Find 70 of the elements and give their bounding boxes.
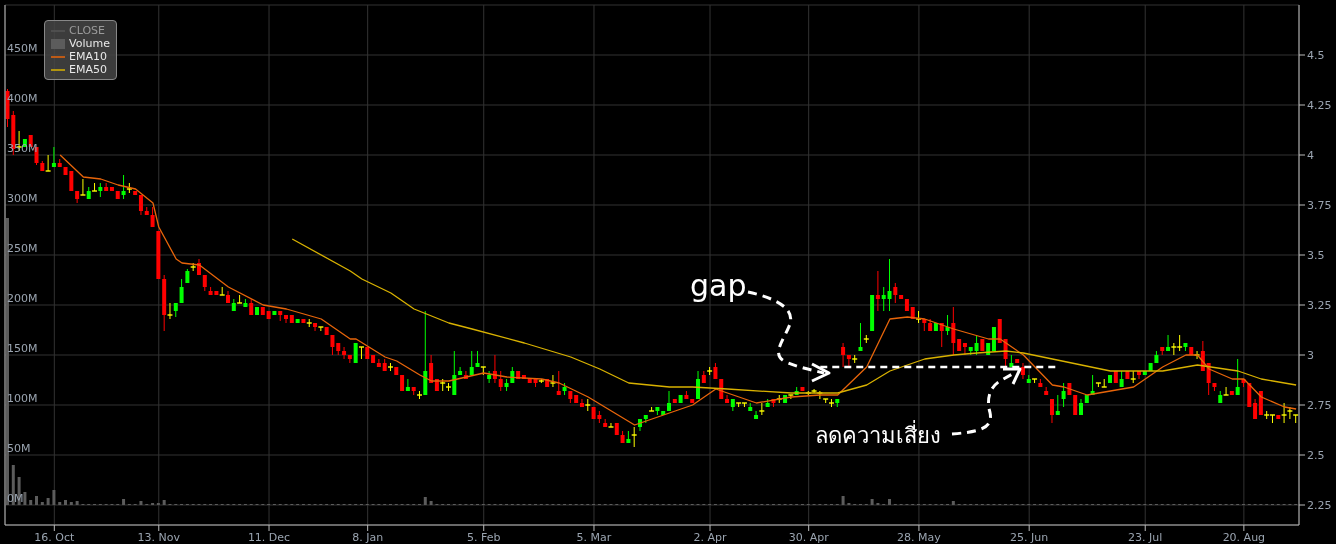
x-tick-label: 11. Dec — [247, 530, 291, 544]
candlestick — [974, 334, 979, 356]
legend-label: EMA50 — [69, 63, 107, 76]
y2-tick-label: 0M — [7, 492, 24, 505]
candlestick — [1049, 398, 1054, 424]
y-tick-label: 4 — [1307, 148, 1314, 162]
candlestick — [846, 354, 851, 368]
x-tick-label: 28. May — [897, 530, 942, 544]
candlestick — [875, 270, 880, 312]
y-tick-label: 2.5 — [1307, 448, 1325, 462]
x-tick-label: 13. Nov — [137, 530, 181, 544]
candlestick — [1020, 362, 1025, 380]
y-tick-label: 4.25 — [1307, 98, 1332, 112]
candlestick — [347, 354, 352, 364]
y2-tick-label: 150M — [7, 342, 38, 355]
candlestick — [313, 322, 318, 332]
y2-tick-label: 450M — [7, 42, 38, 55]
y2-tick-label: 250M — [7, 242, 38, 255]
legend-label: EMA10 — [69, 50, 107, 63]
y-tick-label: 2.25 — [1307, 498, 1332, 512]
y2-tick-label: 100M — [7, 392, 38, 405]
candlestick — [458, 366, 463, 376]
x-tick-label: 8. Jan — [352, 530, 384, 544]
candlestick — [754, 410, 759, 420]
x-tick-label: 23. Jul — [1128, 530, 1163, 544]
legend-label: CLOSE — [69, 24, 106, 37]
annotation: gap — [690, 268, 747, 304]
legend-label: Volume — [69, 37, 110, 50]
candlestick — [121, 174, 126, 200]
candlestick — [858, 322, 863, 352]
candlestick — [452, 350, 457, 396]
y2-tick-label: 200M — [7, 292, 38, 305]
x-tick-label: 20. Aug — [1222, 530, 1266, 544]
candlestick — [893, 282, 898, 304]
candlestick — [841, 342, 846, 368]
candlestick — [405, 378, 410, 392]
y-tick-label: 3.75 — [1307, 198, 1332, 212]
candlestick — [376, 358, 381, 368]
x-tick-label: 5. Mar — [576, 530, 612, 544]
candlestick — [579, 398, 584, 408]
x-tick-label: 30. Apr — [788, 530, 830, 544]
candlestick — [887, 258, 892, 312]
candlestick — [358, 346, 365, 360]
x-tick-label: 16. Oct — [34, 530, 76, 544]
candlestick — [284, 314, 289, 324]
candlestick — [951, 306, 956, 356]
candlestick — [725, 394, 730, 404]
candlestick — [138, 194, 143, 216]
candlestick — [104, 182, 109, 192]
candlestick — [342, 346, 347, 360]
y2-tick-label: 50M — [7, 442, 31, 455]
y-tick-label: 2.75 — [1307, 398, 1332, 412]
candlestick — [1061, 382, 1066, 408]
candlestick — [330, 334, 335, 356]
x-tick-label: 5. Feb — [466, 530, 501, 544]
y2-tick-label: 300M — [7, 192, 38, 205]
candlestick — [1166, 334, 1171, 352]
y-tick-label: 3.5 — [1307, 248, 1325, 262]
x-tick-label: 2. Apr — [693, 530, 728, 544]
y-tick-label: 4.5 — [1307, 48, 1325, 62]
candlestick — [881, 286, 886, 312]
y-tick-label: 3 — [1307, 348, 1314, 362]
x-tick-label: 25. Jun — [1010, 530, 1049, 544]
candlestick — [423, 310, 428, 396]
candlestick — [962, 342, 967, 356]
candlestick — [487, 370, 492, 384]
y-tick-label: 3.25 — [1307, 298, 1332, 312]
candlestick — [498, 370, 503, 392]
line-series — [291, 238, 1297, 394]
candlestick — [1235, 358, 1240, 396]
